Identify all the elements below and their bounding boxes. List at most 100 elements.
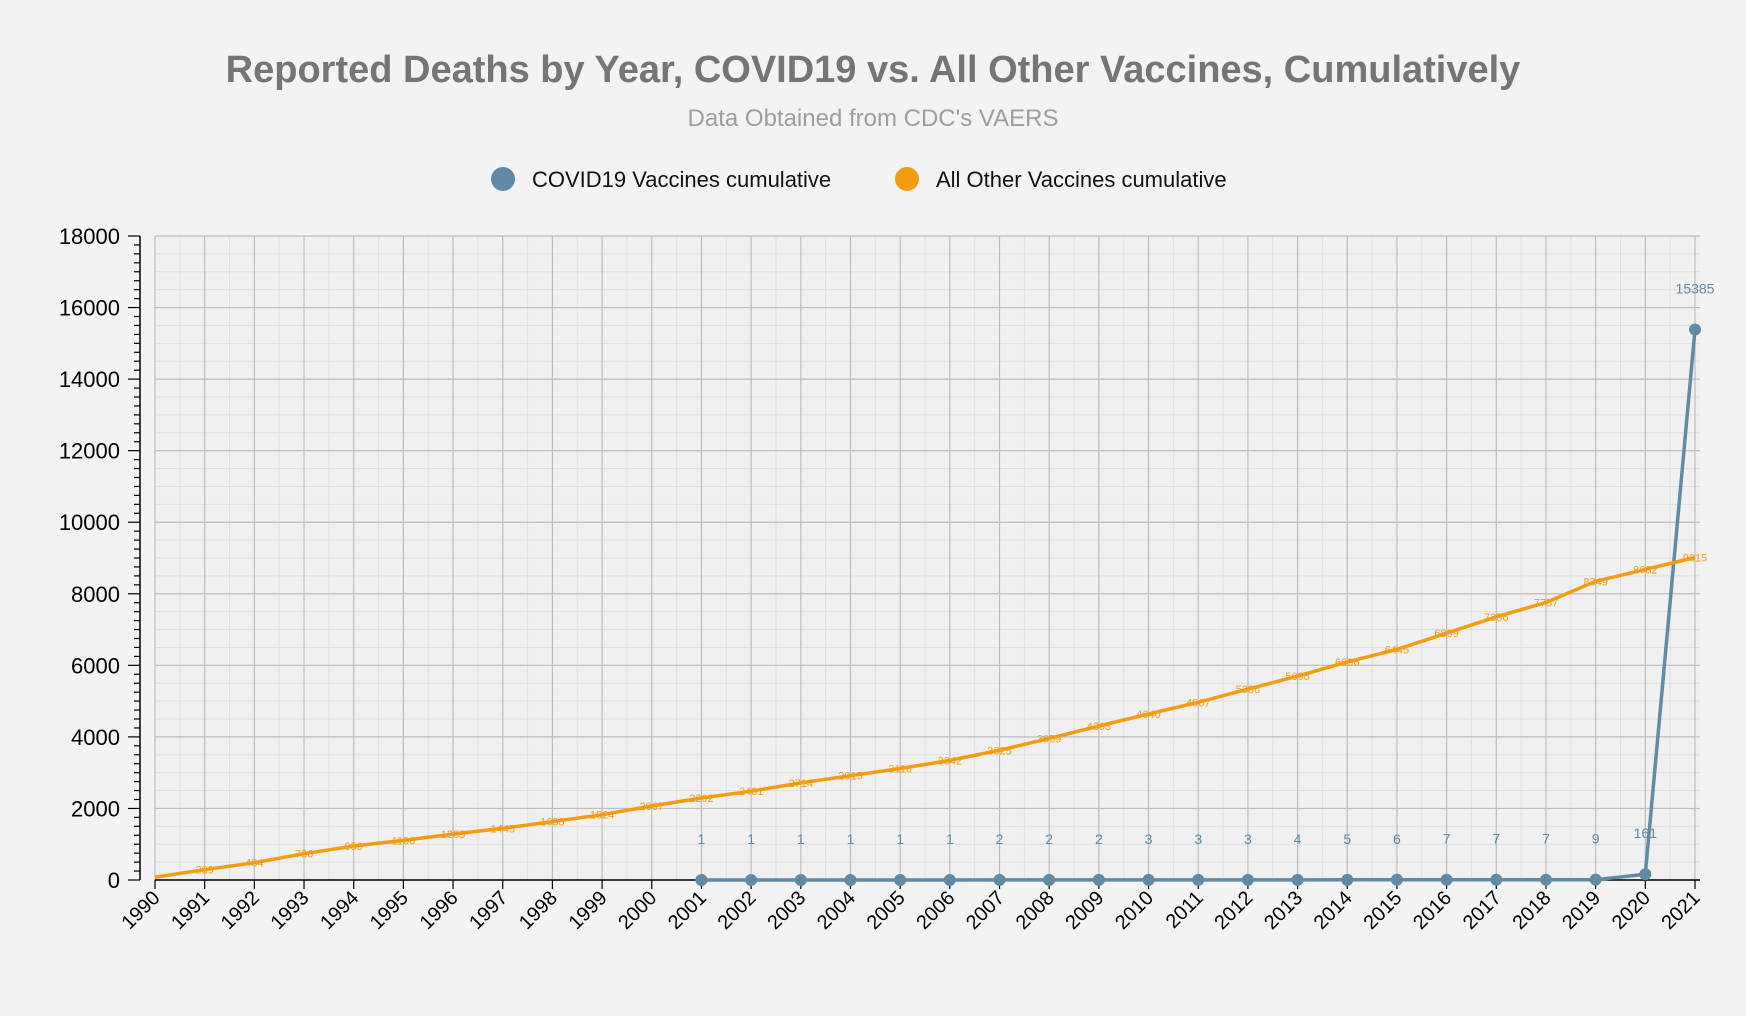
data-label-covid: 7 <box>1542 831 1550 847</box>
data-label-covid: 1 <box>847 831 855 847</box>
x-tick-label: 2009 <box>1061 887 1108 934</box>
data-point-covid <box>1589 873 1602 886</box>
x-tick-label: 2002 <box>714 887 761 934</box>
data-label-other: 1283 <box>441 829 465 841</box>
data-point-covid <box>1241 873 1254 886</box>
y-tick-label: 0 <box>108 868 120 893</box>
data-label-other: 7356 <box>1484 612 1508 624</box>
x-tick-label: 1996 <box>416 887 463 934</box>
data-label-other: 1824 <box>590 810 614 822</box>
x-tick-label: 1990 <box>118 887 165 934</box>
x-tick-label: 2018 <box>1508 887 1555 934</box>
data-point-covid <box>1092 873 1105 886</box>
data-label-other: 1445 <box>490 823 514 835</box>
legend[interactable]: COVID19 Vaccines cumulative All Other Va… <box>491 167 1227 192</box>
x-tick-label: 2019 <box>1558 887 1605 934</box>
data-label-other: 5698 <box>1285 671 1309 683</box>
x-tick-label: 2001 <box>664 887 711 934</box>
data-point-covid <box>695 873 708 886</box>
data-label-other: 289 <box>195 865 213 877</box>
data-point-covid <box>1390 873 1403 886</box>
data-point-covid <box>794 873 807 886</box>
data-point-covid <box>1043 873 1056 886</box>
data-point-covid <box>993 873 1006 886</box>
data-label-other: 1633 <box>540 817 564 829</box>
y-tick-label: 12000 <box>59 439 120 464</box>
legend-item-covid[interactable]: COVID19 Vaccines cumulative <box>491 167 831 192</box>
data-label-other: 2067 <box>640 801 664 813</box>
x-tick-label: 1998 <box>515 887 562 934</box>
data-point-covid <box>1192 873 1205 886</box>
data-label-other: 1106 <box>392 835 416 847</box>
data-label-other: 736 <box>295 849 313 861</box>
data-point-covid <box>894 873 907 886</box>
x-tick-label: 2011 <box>1162 887 1208 933</box>
data-label-other: 8349 <box>1583 576 1607 588</box>
data-label-other: 950 <box>345 841 363 853</box>
data-label-other: 6096 <box>1335 657 1359 669</box>
data-label-other: 4967 <box>1186 697 1210 709</box>
x-tick-label: 2017 <box>1459 887 1506 934</box>
x-tick-label: 1991 <box>167 887 214 934</box>
data-point-covid <box>1689 323 1701 336</box>
data-label-covid: 2 <box>996 831 1004 847</box>
x-tick-label: 1995 <box>366 887 413 934</box>
data-label-covid: 6 <box>1393 831 1401 847</box>
y-tick-label: 14000 <box>59 367 120 392</box>
data-label-covid: 3 <box>1244 831 1252 847</box>
x-tick-label: 2004 <box>813 887 860 934</box>
x-tick-label: 2006 <box>912 887 959 934</box>
data-label-other: 5336 <box>1236 684 1260 696</box>
data-label-covid: 161 <box>1634 825 1658 841</box>
x-tick-label: 2012 <box>1210 887 1257 934</box>
legend-item-other[interactable]: All Other Vaccines cumulative <box>895 167 1227 192</box>
data-label-covid: 2 <box>1095 831 1103 847</box>
x-tick-label: 2000 <box>614 887 661 934</box>
data-point-covid <box>943 873 956 886</box>
y-tick-label: 8000 <box>71 582 120 607</box>
x-tick-label: 1993 <box>267 887 314 934</box>
data-label-covid: 1 <box>747 831 755 847</box>
chart-title: Reported Deaths by Year, COVID19 vs. All… <box>226 49 1521 91</box>
data-label-other: 3342 <box>938 755 962 767</box>
x-tick-label: 1994 <box>316 887 363 934</box>
data-label-other: 6899 <box>1434 628 1458 640</box>
data-label-other: 3625 <box>987 745 1011 757</box>
data-label-covid: 1 <box>698 831 706 847</box>
data-label-covid: 5 <box>1343 831 1351 847</box>
series-line-other <box>154 555 1696 879</box>
data-label-other: 3116 <box>888 764 912 776</box>
data-label-covid: 15385 <box>1676 281 1715 297</box>
y-tick-label: 4000 <box>71 725 120 750</box>
legend-label-covid: COVID19 Vaccines cumulative <box>532 167 831 192</box>
data-label-covid: 7 <box>1443 831 1451 847</box>
data-label-other: 2292 <box>689 793 713 805</box>
y-tick-label: 2000 <box>71 796 120 821</box>
x-tick-label: 2021 <box>1658 887 1705 934</box>
data-label-covid: 1 <box>896 831 904 847</box>
data-label-other: 9015 <box>1683 552 1707 564</box>
legend-label-other: All Other Vaccines cumulative <box>936 167 1227 192</box>
data-point-covid <box>1341 873 1354 886</box>
data-label-other: 2481 <box>739 786 763 798</box>
chart-subtitle: Data Obtained from CDC's VAERS <box>688 105 1059 132</box>
legend-marker-other <box>895 167 919 191</box>
x-tick-label: 1997 <box>465 887 512 934</box>
data-point-covid <box>1142 873 1155 886</box>
x-tick-label: 2008 <box>1012 887 1059 934</box>
data-label-other: 2714 <box>789 778 813 790</box>
x-tick-label: 2010 <box>1111 887 1158 934</box>
data-label-covid: 1 <box>797 831 805 847</box>
x-tick-label: 2007 <box>962 887 1009 934</box>
data-label-covid: 7 <box>1492 831 1500 847</box>
y-tick-label: 6000 <box>71 653 120 678</box>
x-tick-label: 2020 <box>1608 887 1655 934</box>
x-tick-label: 2013 <box>1260 887 1307 934</box>
x-tick-label: 2003 <box>763 887 810 934</box>
x-tick-label: 2005 <box>863 887 910 934</box>
data-label-other: 3959 <box>1037 733 1061 745</box>
data-label-covid: 3 <box>1194 831 1202 847</box>
data-point-covid <box>745 873 758 886</box>
